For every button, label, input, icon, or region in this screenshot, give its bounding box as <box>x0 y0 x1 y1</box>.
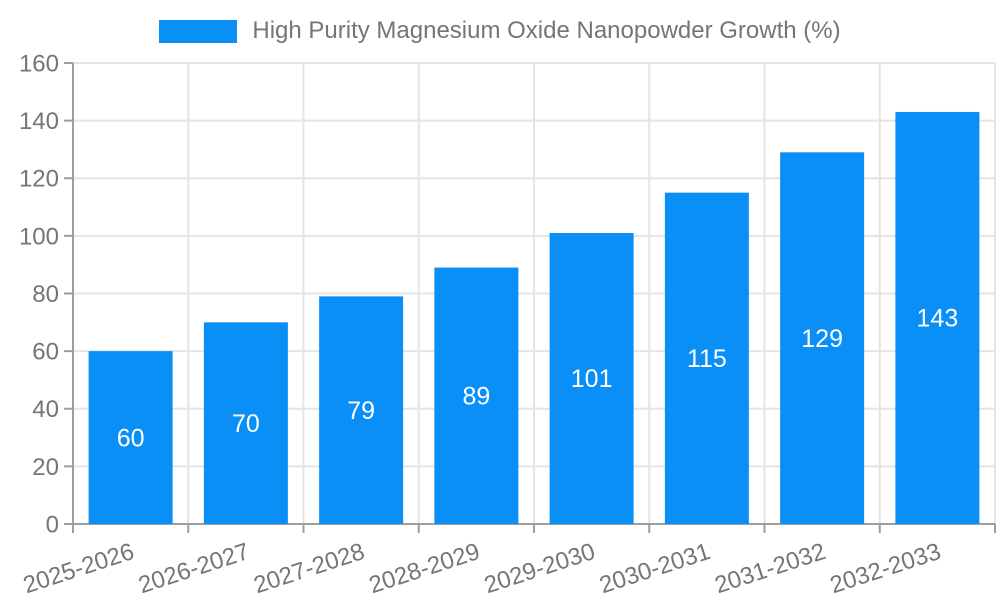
y-tick-label: 40 <box>32 396 59 423</box>
bar-2025-2026[interactable] <box>88 351 173 524</box>
y-tick-label: 60 <box>32 339 59 366</box>
x-tick-label: 2026-2027 <box>135 538 253 599</box>
legend-item[interactable]: High Purity Magnesium Oxide Nanopowder G… <box>0 17 1000 45</box>
bar-value-label: 115 <box>687 345 727 373</box>
y-tick-label: 80 <box>32 281 59 308</box>
bar-2029-2030[interactable] <box>549 232 634 524</box>
y-tick-label: 20 <box>32 454 59 481</box>
bar-value-label: 129 <box>801 325 843 353</box>
bar-value-label: 60 <box>117 424 145 452</box>
bar-value-label: 101 <box>571 365 613 393</box>
bar-2032-2033[interactable] <box>895 111 980 524</box>
x-tick-label: 2030-2031 <box>596 538 714 599</box>
y-tick-label: 160 <box>19 50 59 77</box>
bar-2028-2029[interactable] <box>434 267 519 524</box>
legend-swatch <box>159 19 238 43</box>
bar-value-label: 70 <box>232 410 260 438</box>
x-tick-label: 2029-2030 <box>481 538 599 599</box>
bar-value-label: 79 <box>347 397 375 425</box>
bar-2027-2028[interactable] <box>319 296 404 524</box>
bar-2030-2031[interactable] <box>664 192 749 524</box>
bar-2026-2027[interactable] <box>203 322 288 524</box>
x-tick-label: 2028-2029 <box>366 538 484 599</box>
bar-2031-2032[interactable] <box>780 152 865 524</box>
legend-label: High Purity Magnesium Oxide Nanopowder G… <box>252 17 841 44</box>
x-tick-label: 2027-2028 <box>250 538 368 599</box>
y-tick-label: 140 <box>19 108 59 135</box>
bar-value-label: 89 <box>462 383 490 411</box>
y-tick-label: 0 <box>46 511 59 538</box>
x-tick-label: 2032-2033 <box>827 538 945 599</box>
x-tick-label: 2025-2026 <box>20 538 138 599</box>
x-tick-label: 2031-2032 <box>711 538 829 599</box>
y-tick-label: 120 <box>19 166 59 193</box>
y-tick-label: 100 <box>19 223 59 250</box>
bar-value-label: 143 <box>917 305 959 333</box>
